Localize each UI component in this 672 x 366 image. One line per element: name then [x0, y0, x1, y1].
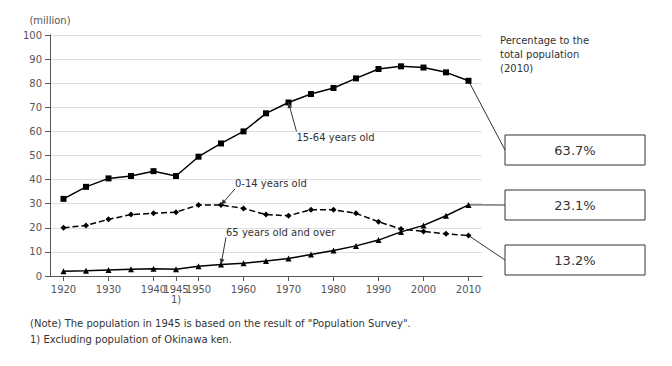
- svg-text:50: 50: [29, 150, 42, 161]
- svg-text:1): 1): [171, 294, 181, 305]
- svg-text:1980: 1980: [321, 284, 346, 295]
- svg-text:total population: total population: [500, 49, 579, 60]
- svg-text:2000: 2000: [411, 284, 436, 295]
- svg-text:40: 40: [29, 174, 42, 185]
- svg-text:1) Excluding population of Oki: 1) Excluding population of Okinawa ken.: [30, 334, 232, 345]
- svg-text:30: 30: [29, 198, 42, 209]
- svg-text:1920: 1920: [51, 284, 76, 295]
- svg-text:Percentage to the: Percentage to the: [500, 35, 589, 46]
- svg-text:(2010): (2010): [500, 63, 533, 74]
- svg-text:0: 0: [36, 271, 42, 282]
- svg-text:63.7%: 63.7%: [554, 143, 595, 158]
- svg-text:1930: 1930: [96, 284, 121, 295]
- svg-text:(Note) The population in 1945: (Note) The population in 1945 is based o…: [30, 318, 411, 329]
- svg-text:80: 80: [29, 78, 42, 89]
- svg-text:(million): (million): [29, 15, 70, 26]
- svg-text:13.2%: 13.2%: [554, 253, 595, 268]
- svg-text:1990: 1990: [366, 284, 391, 295]
- svg-text:90: 90: [29, 54, 42, 65]
- svg-text:10: 10: [29, 246, 42, 257]
- svg-text:15-64 years old: 15-64 years old: [297, 132, 375, 143]
- svg-text:0-14 years old: 0-14 years old: [235, 178, 307, 189]
- svg-text:1940: 1940: [140, 283, 167, 295]
- svg-text:1950: 1950: [186, 284, 211, 295]
- svg-text:70: 70: [29, 102, 42, 113]
- svg-text:2010: 2010: [456, 284, 481, 295]
- svg-text:20: 20: [29, 222, 42, 233]
- svg-text:100: 100: [23, 30, 42, 41]
- svg-text:23.1%: 23.1%: [554, 198, 595, 213]
- svg-text:1960: 1960: [231, 284, 256, 295]
- svg-text:65 years old and over: 65 years old and over: [226, 227, 336, 238]
- svg-text:1970: 1970: [276, 284, 301, 295]
- svg-text:60: 60: [29, 126, 42, 137]
